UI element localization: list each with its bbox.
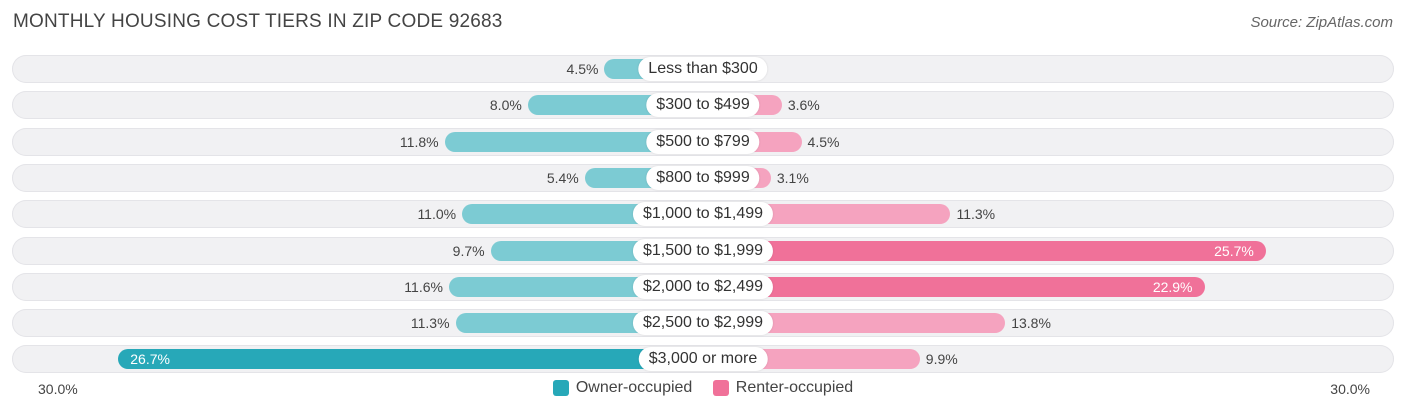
renter-value-label: 3.1% [776,169,809,186]
renter-value-label: 9.9% [925,351,958,368]
category-label: $2,500 to $2,999 [632,311,774,336]
renter-value-label: 4.5% [807,133,840,150]
renter-value-label: 25.7% [1214,242,1254,259]
owner-value-label: 11.6% [404,278,443,295]
category-label: $300 to $499 [646,93,760,118]
renter-bar [703,240,1266,261]
legend-swatch-owner [552,380,569,396]
category-label: $1,000 to $1,499 [632,202,774,227]
category-label: $800 to $999 [646,165,760,190]
legend-item-renter: Renter-occupied [712,379,854,397]
renter-bar [703,313,1006,334]
owner-bar [444,131,703,152]
legend: Owner-occupied Renter-occupied [0,379,1406,401]
owner-value-label: 4.5% [566,61,599,77]
category-label: Less than $300 [638,57,768,81]
category-label: $500 to $799 [646,129,760,154]
page-title: MONTHLY HOUSING COST TIERS IN ZIP CODE 9… [13,11,503,32]
source-label: Source: ZipAtlas.com [1250,14,1393,31]
axis-right-label: 30.0% [1330,381,1370,397]
legend-label-renter: Renter-occupied [735,379,854,396]
legend-label-owner: Owner-occupied [575,379,693,396]
owner-value-label: 5.4% [546,169,579,186]
owner-value-label: 9.7% [452,242,485,259]
renter-bar [703,276,1205,297]
renter-value-label: 11.3% [956,206,996,223]
legend-item-owner: Owner-occupied [552,379,693,397]
legend-swatch-renter [712,380,729,396]
renter-value-label: 22.9% [1152,278,1193,295]
category-label: $3,000 or more [638,347,768,372]
owner-value-label: 11.8% [399,133,439,150]
renter-value-label: 3.6% [787,97,820,114]
owner-value-label: 26.7% [130,351,170,368]
renter-value-label: 13.8% [1011,315,1051,332]
owner-value-label: 8.0% [489,97,522,114]
owner-bar [118,349,703,370]
axis-left-label: 30.0% [38,381,78,397]
owner-value-label: 11.0% [417,206,457,223]
category-label: $2,000 to $2,499 [632,274,774,299]
owner-value-label: 11.3% [410,315,450,332]
category-label: $1,500 to $1,999 [632,238,774,263]
